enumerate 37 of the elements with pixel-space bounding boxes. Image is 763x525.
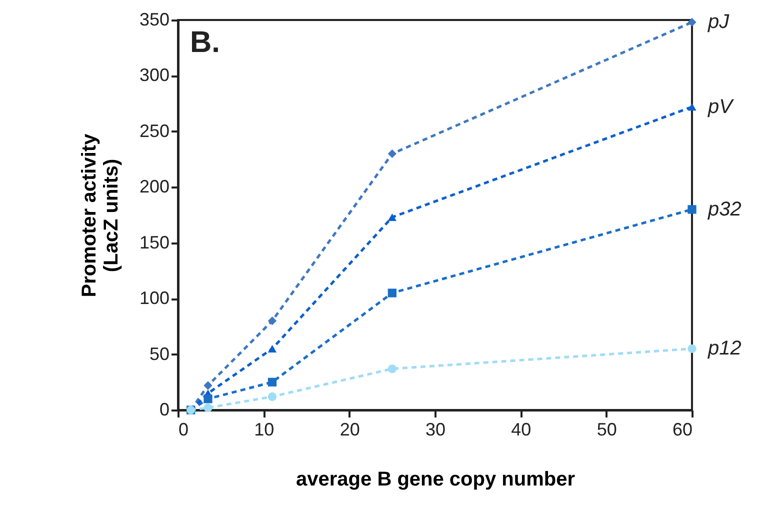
- series-label: pJ: [707, 11, 730, 34]
- y-tick-label: 50: [149, 344, 170, 364]
- y-tick-label: 200: [139, 176, 170, 197]
- annotation: B.: [190, 26, 220, 59]
- x-tick-label: 60: [672, 420, 692, 440]
- y-axis-title: Promoter activity (LacZ units): [78, 132, 122, 298]
- x-tick-label: 0: [178, 420, 189, 440]
- series-label: p12: [707, 338, 742, 360]
- point: [204, 394, 212, 404]
- x-tick-label: 10: [254, 420, 274, 440]
- series-label: p32: [707, 198, 742, 220]
- point: [204, 381, 212, 390]
- x-tick-label: 50: [596, 420, 617, 440]
- x-tick-label: 40: [511, 420, 532, 440]
- point: [204, 403, 212, 412]
- point: [388, 213, 396, 221]
- y-tick-label: 350: [139, 10, 170, 30]
- point: [268, 344, 277, 352]
- point: [388, 149, 396, 158]
- point: [268, 316, 277, 326]
- point: [388, 288, 396, 298]
- y-tick-label: 100: [139, 288, 170, 308]
- x-tick-label: 30: [425, 420, 446, 440]
- point: [388, 364, 396, 374]
- y-tick-label: 300: [139, 65, 170, 86]
- point: [688, 344, 696, 354]
- point: [688, 18, 696, 27]
- y-tick-label: 0: [159, 400, 170, 420]
- point: [688, 103, 696, 111]
- y-tick-label: 250: [139, 120, 170, 141]
- y-tick-label: 150: [139, 232, 170, 252]
- point: [268, 378, 277, 386]
- point: [268, 392, 277, 401]
- point: [688, 205, 696, 214]
- series-label: pV: [707, 96, 734, 118]
- x-tick-label: 20: [340, 420, 360, 440]
- x-axis-title: average B gene copy number: [296, 468, 576, 490]
